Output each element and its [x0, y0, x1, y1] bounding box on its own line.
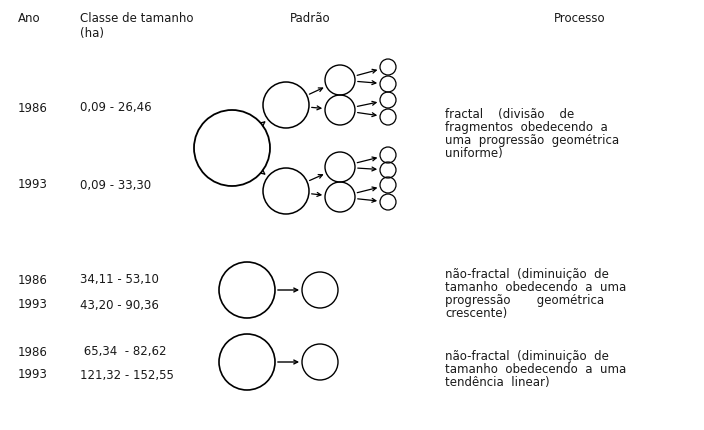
- Text: uniforme): uniforme): [445, 147, 503, 160]
- Text: 0,09 - 33,30: 0,09 - 33,30: [80, 178, 151, 191]
- Text: 1993: 1993: [18, 298, 48, 311]
- Text: crescente): crescente): [445, 307, 508, 320]
- Text: 65,34  - 82,62: 65,34 - 82,62: [80, 345, 167, 359]
- Text: 43,20 - 90,36: 43,20 - 90,36: [80, 298, 159, 311]
- Text: Classe de tamanho
(ha): Classe de tamanho (ha): [80, 12, 194, 40]
- Text: 1986: 1986: [18, 101, 48, 114]
- Text: tamanho  obedecendo  a  uma: tamanho obedecendo a uma: [445, 281, 627, 294]
- Text: progressão       geométrica: progressão geométrica: [445, 294, 604, 307]
- Text: uma  progressão  geométrica: uma progressão geométrica: [445, 134, 619, 147]
- Text: fragmentos  obedecendo  a: fragmentos obedecendo a: [445, 121, 608, 134]
- Text: 1993: 1993: [18, 178, 48, 191]
- Text: não-fractal  (diminuição  de: não-fractal (diminuição de: [445, 350, 609, 363]
- Text: Processo: Processo: [554, 12, 606, 25]
- Text: tendência  linear): tendência linear): [445, 376, 550, 389]
- Text: 1986: 1986: [18, 273, 48, 286]
- Text: 34,11 - 53,10: 34,11 - 53,10: [80, 273, 159, 286]
- Text: tamanho  obedecendo  a  uma: tamanho obedecendo a uma: [445, 363, 627, 376]
- Text: 0,09 - 26,46: 0,09 - 26,46: [80, 101, 151, 114]
- Text: fractal    (divisão    de: fractal (divisão de: [445, 108, 574, 121]
- Text: 1986: 1986: [18, 345, 48, 359]
- Text: Ano: Ano: [18, 12, 41, 25]
- Text: não-fractal  (diminuição  de: não-fractal (diminuição de: [445, 268, 609, 281]
- Text: 121,32 - 152,55: 121,32 - 152,55: [80, 369, 174, 381]
- Text: 1993: 1993: [18, 369, 48, 381]
- Text: Padrão: Padrão: [289, 12, 330, 25]
